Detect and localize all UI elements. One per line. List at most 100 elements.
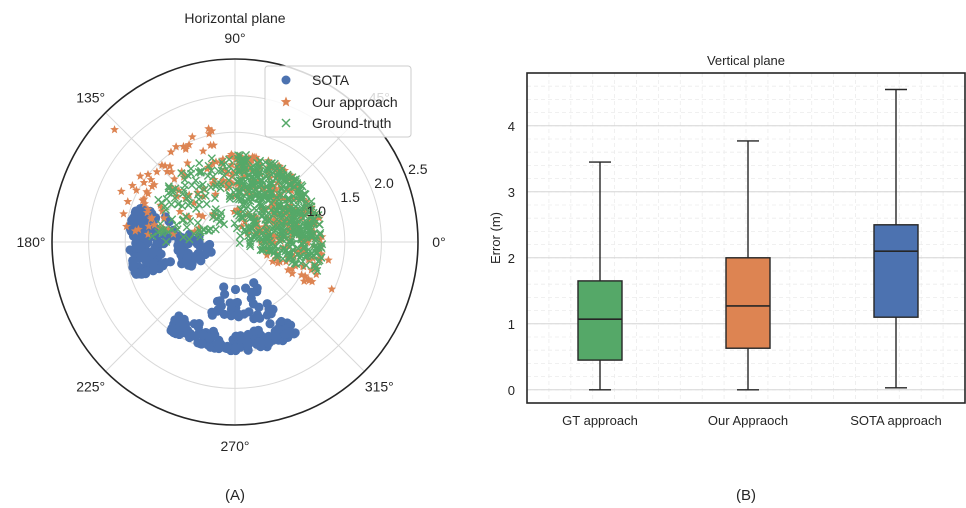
point-our-approach [179,141,188,151]
box-x-tick-label: GT approach [562,413,638,428]
point-our-approach [147,182,157,191]
point-ground-truth [189,229,199,238]
point-our-approach [142,187,152,196]
point-our-approach [170,174,179,183]
point-our-approach [307,208,317,218]
point-ground-truth [187,181,197,190]
point-sota [141,256,151,266]
point-our-approach [143,229,153,239]
point-our-approach [315,253,325,262]
point-ground-truth [216,180,226,189]
point-ground-truth [187,169,196,178]
point-ground-truth [171,184,180,193]
point-our-approach [152,167,162,176]
point-our-approach [207,126,217,135]
polar-legend: SOTA Our approach Ground-truth [264,65,412,138]
point-sota [232,297,242,308]
point-ground-truth [196,168,205,177]
point-ground-truth [300,244,309,253]
point-our-approach [130,226,140,235]
point-ground-truth [267,179,276,188]
point-our-approach [174,185,184,195]
point-our-approach [222,179,232,188]
point-our-approach [180,170,190,180]
point-ground-truth [296,251,306,260]
point-sota [193,322,203,332]
point-our-approach [218,154,228,163]
point-our-approach [116,186,126,196]
point-ground-truth [265,247,274,256]
point-ground-truth [235,188,244,197]
point-sota [143,238,153,248]
point-our-approach [296,213,306,222]
point-ground-truth [268,246,277,255]
point-ground-truth [184,201,193,210]
point-sota [166,326,176,336]
point-sota [254,302,264,312]
polar-theta-tick-label: 270° [221,438,250,454]
point-sota [174,317,184,327]
box-sota-approach [873,88,919,389]
polar-r-tick-label: 1.0 [307,203,327,219]
point-our-approach [143,189,153,198]
point-our-approach [194,210,204,219]
point-our-approach [110,125,119,134]
polar-r-tick-label: 2.0 [374,175,394,191]
polar-theta-tick-label: 135° [76,90,105,106]
point-ground-truth [202,199,211,209]
point-our-approach [171,142,181,151]
point-ground-truth [177,169,186,178]
legend-item-ground-truth: Ground-truth [281,115,391,131]
point-ground-truth [195,158,204,168]
point-our-approach [262,250,272,259]
box-y-tick-label: 3 [508,185,515,200]
point-ground-truth [162,194,171,204]
point-ground-truth [277,185,286,194]
point-ground-truth [297,230,307,240]
point-our-approach [184,140,194,149]
panel-label-a: (A) [225,487,245,504]
point-sota [128,256,139,266]
point-ground-truth [261,220,270,229]
point-our-approach [226,149,236,159]
point-our-approach [134,224,143,234]
point-ground-truth [236,187,246,197]
point-ground-truth [293,178,302,188]
point-our-approach [165,161,175,170]
point-ground-truth [259,245,268,254]
point-ground-truth [237,195,246,204]
point-our-approach [304,276,314,285]
polar-theta-tick-label: 0° [432,234,445,250]
point-ground-truth [254,162,264,172]
point-sota [244,307,254,317]
legend-label-our-approach: Our approach [312,94,398,110]
point-ground-truth [174,199,183,208]
point-ground-truth [285,207,294,216]
point-our-approach [189,198,199,207]
point-our-approach [190,226,200,235]
polar-points [110,124,337,356]
point-sota [195,254,205,264]
point-ground-truth [231,169,240,178]
point-sota [215,296,225,306]
point-our-approach [287,269,297,278]
point-our-approach [227,171,237,180]
point-ground-truth [277,168,286,177]
box-x-tick-label: SOTA approach [850,413,942,428]
point-ground-truth [262,227,271,236]
point-ground-truth [258,201,268,210]
point-ground-truth [262,240,272,249]
point-ground-truth [310,261,319,270]
point-ground-truth [267,180,276,189]
point-ground-truth [194,168,203,177]
point-ground-truth [162,237,171,246]
point-our-approach [198,191,208,201]
point-our-approach [256,237,266,247]
point-ground-truth [196,166,206,176]
polar-title: Horizontal plane [184,10,285,26]
point-our-approach [193,188,202,197]
point-sota [230,343,240,353]
point-sota [190,331,200,341]
polar-theta-tick-label: 315° [365,378,394,394]
